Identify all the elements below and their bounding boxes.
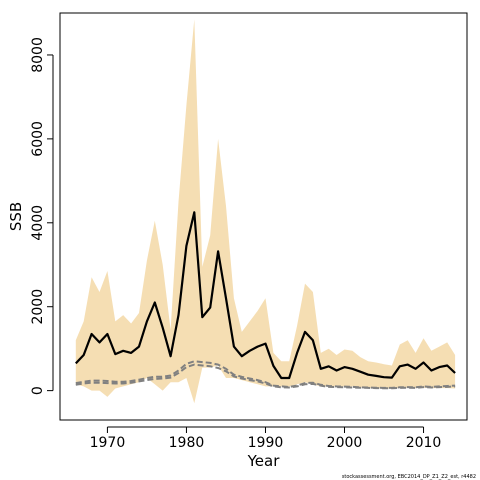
reference-lower-line — [75, 363, 456, 390]
y-axis-title: SSB — [7, 202, 25, 231]
plot-frame — [59, 12, 468, 421]
x-tick-label: 1970 — [90, 435, 126, 451]
x-axis: 1970 1980 1990 2000 2010 — [90, 426, 442, 451]
y-tick-label: 6000 — [30, 121, 46, 157]
y-tick-label: 0 — [30, 386, 46, 395]
y-tick-label: 2000 — [30, 289, 46, 325]
confidence-band — [75, 19, 456, 404]
x-tick-label: 2010 — [406, 435, 442, 451]
y-axis: 0 2000 4000 6000 8000 — [30, 37, 54, 395]
x-tick-label: 1980 — [169, 435, 205, 451]
x-tick-label: 2000 — [327, 435, 363, 451]
x-tick-label: 1990 — [248, 435, 284, 451]
confidence-band-layer — [75, 19, 456, 404]
series-lines-layer — [74, 211, 456, 390]
credit-text: stockassessment.org, EBC2014_DP_Z1_Z2_es… — [342, 474, 476, 480]
y-tick-label: 8000 — [30, 37, 46, 73]
x-axis-title: Year — [247, 452, 281, 470]
ssb-estimate-line — [74, 211, 456, 380]
y-tick-label: 4000 — [30, 205, 46, 241]
